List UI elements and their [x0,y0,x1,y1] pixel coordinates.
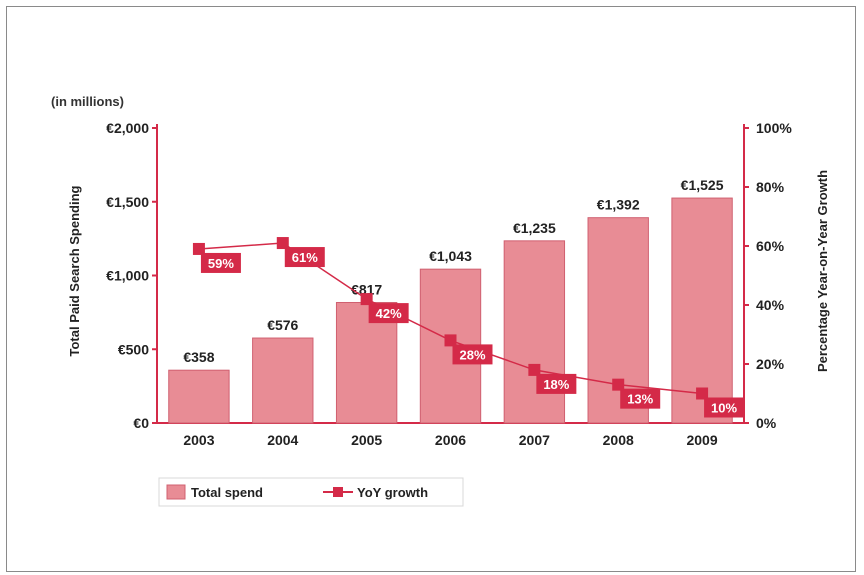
growth-marker [360,293,373,306]
growth-value-label: 18% [543,377,569,392]
y2-tick-label: 60% [756,238,785,254]
x-tick-label: 2003 [183,432,214,448]
x-tick-label: 2007 [519,432,550,448]
bar-value-label: €1,525 [681,177,724,193]
growth-marker [528,363,541,376]
growth-value-label: 28% [459,347,485,362]
y-axis-title: Total Paid Search Spending [67,185,82,356]
bar [503,240,566,424]
x-tick-label: 2008 [603,432,634,448]
growth-marker [444,334,457,347]
y2-tick-label: 100% [756,120,792,136]
growth-marker [276,237,289,250]
plot-area: €0 €500 €1,000 €1,500 €2,000 0% 20% 40% 60% 80% 10… [106,120,792,448]
growth-label-box [620,388,661,409]
legend-border [158,477,464,507]
x-tick-label: 2005 [351,432,382,448]
bar-value-label: €1,235 [513,220,556,236]
y2-axis-title: Percentage Year-on-Year Growth [815,170,830,372]
legend: Total spend YoY growth [158,477,464,507]
growth-value-label: 42% [376,306,402,321]
chart: (in millions) Total Paid Search Spending… [51,94,830,507]
bar-value-label: €358 [183,349,214,365]
legend-marker-yoy-growth [333,487,343,497]
growth-marker [612,378,625,391]
y-tick-label: €1,500 [106,194,149,210]
legend-swatch-total-spend [166,484,186,500]
growth-label-box [200,252,241,273]
x-tick-label: 2004 [267,432,298,448]
y2-tick-label: 80% [756,179,785,195]
bar [168,369,230,424]
svg-text:Percentage Year-on-Year Growth: Percentage Year-on-Year Growth [815,170,830,372]
y-tick-label: €0 [133,415,149,431]
growth-label-box [452,344,493,365]
growth-value-label: 10% [711,401,737,416]
y-tick-label: €2,000 [106,120,149,136]
growth-label-box [368,303,409,324]
x-tick-label: 2009 [686,432,717,448]
bar-value-label: €576 [267,317,298,333]
growth-value-label: 61% [292,250,318,265]
y-tick-label: €500 [118,341,149,357]
bar [671,197,733,424]
y2-tick-label: 40% [756,297,785,313]
bar-value-label: €1,392 [597,197,640,213]
growth-marker [192,242,205,255]
legend-label-yoy-growth: YoY growth [357,485,428,500]
growth-label-box [704,397,745,418]
y2-tick-label: 0% [756,415,777,431]
bar [252,337,314,424]
bar-value-label: €1,043 [429,248,472,264]
y2-tick-label: 20% [756,356,785,372]
x-tick-label: 2006 [435,432,466,448]
growth-value-label: 13% [627,392,653,407]
growth-marker [696,387,709,400]
chart-frame: (in millions) Total Paid Search Spending… [6,6,856,572]
growth-label-box [284,247,325,268]
svg-text:Total Paid Search Spending: Total Paid Search Spending [67,185,82,356]
unit-note: (in millions) [51,94,124,109]
y-tick-label: €1,000 [106,268,149,284]
legend-label-total-spend: Total spend [191,485,263,500]
growth-label-box [536,373,577,394]
growth-value-label: 59% [208,256,234,271]
